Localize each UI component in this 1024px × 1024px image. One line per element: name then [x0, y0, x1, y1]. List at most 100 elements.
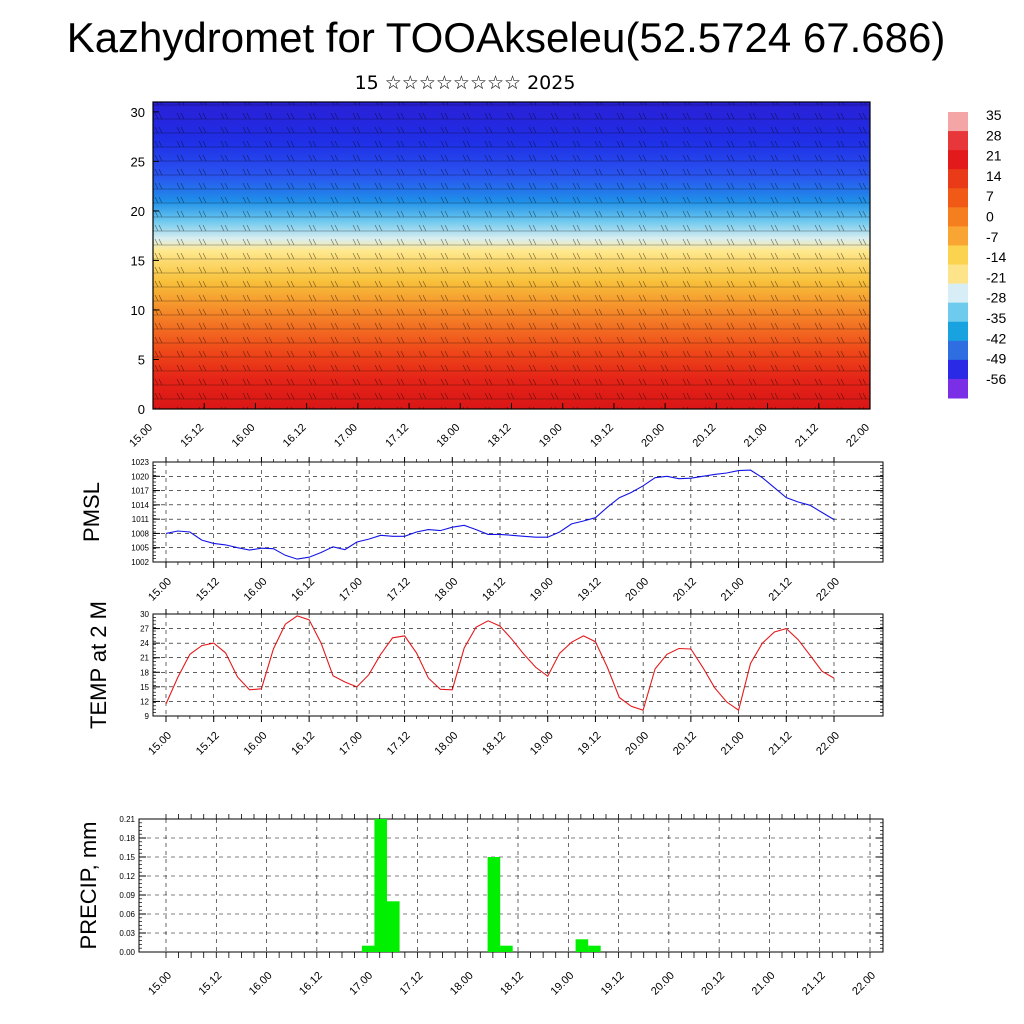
chart-subtitle: 15 ☆☆☆☆☆☆☆☆ 2025	[354, 72, 576, 94]
x-tick-label: 16.12	[289, 576, 317, 604]
y-tick-label: 1005	[131, 544, 149, 553]
x-tick-label: 22.00	[814, 730, 842, 758]
y-tick-label: 0.09	[119, 891, 135, 900]
x-tick-label: 15.12	[178, 422, 206, 450]
y-tick-label: 1002	[131, 558, 149, 567]
y-tick-label: 9	[145, 712, 150, 721]
x-tick-label: 22.00	[814, 576, 842, 604]
colorbar-label: 14	[986, 168, 1002, 184]
x-tick-label: 19.12	[576, 730, 604, 758]
x-tick-label: 17.12	[383, 422, 411, 450]
x-tick-label: 21.12	[800, 970, 828, 998]
x-tick-label: 15.00	[146, 730, 174, 758]
x-tick-label: 16.12	[297, 970, 325, 998]
y-tick-label: 5	[138, 352, 145, 367]
y-tick-label: 30	[140, 610, 149, 619]
x-tick-label: 20.00	[649, 970, 677, 998]
x-tick-label: 15.00	[146, 970, 174, 998]
colorbar-swatch	[948, 359, 968, 380]
x-tick-label: 20.12	[671, 576, 699, 604]
colorbar-swatch	[948, 169, 968, 189]
y-tick-label: 0.15	[119, 853, 135, 862]
precip-bar	[374, 819, 387, 952]
x-tick-label: 21.12	[766, 576, 794, 604]
colorbar-swatch	[948, 378, 968, 399]
y-axis-label: PRECIP, mm	[76, 822, 101, 950]
y-tick-label: 0.21	[119, 815, 135, 824]
x-tick-label: 21.00	[719, 730, 747, 758]
x-tick-label: 15.12	[194, 576, 222, 604]
y-axis-label: PMSL	[79, 482, 104, 542]
x-tick-label: 15.12	[196, 970, 224, 998]
x-tick-label: 19.00	[537, 422, 565, 450]
y-tick-label: 0	[138, 402, 145, 417]
x-tick-label: 17.12	[385, 730, 413, 758]
x-tick-label: 19.00	[548, 970, 576, 998]
x-tick-label: 20.12	[691, 422, 719, 450]
y-tick-label: 20	[131, 204, 145, 219]
x-tick-label: 21.00	[750, 970, 778, 998]
y-tick-label: 0.00	[119, 948, 135, 957]
x-tick-label: 18.12	[486, 422, 514, 450]
colorbar-label: 35	[986, 107, 1002, 123]
colorbar-swatch	[948, 188, 968, 208]
x-tick-label: 22.00	[850, 970, 878, 998]
x-tick-label: 17.12	[398, 970, 426, 998]
x-tick-label: 16.12	[289, 730, 317, 758]
x-tick-label: 20.00	[623, 730, 651, 758]
x-tick-label: 18.12	[480, 576, 508, 604]
x-tick-label: 18.12	[480, 730, 508, 758]
colorbar-label: -42	[986, 330, 1006, 346]
colorbar-label: 28	[986, 127, 1002, 143]
x-tick-label: 19.12	[576, 576, 604, 604]
x-tick-label: 19.12	[599, 970, 627, 998]
x-tick-label: 19.12	[588, 422, 616, 450]
x-tick-label: 19.00	[528, 730, 556, 758]
x-tick-label: 15.00	[127, 422, 155, 450]
y-tick-label: 30	[131, 105, 145, 120]
x-tick-label: 18.12	[498, 970, 526, 998]
precip-bar	[575, 939, 589, 952]
colorbar-swatch	[948, 112, 968, 132]
x-tick-label: 15.00	[146, 576, 174, 604]
colorbar-swatch	[948, 321, 968, 342]
pmsl-panel: 1023 1020 1017 1014 1011 1008 1005 1002 15.00 15.…	[79, 457, 884, 604]
precip-bar	[500, 945, 513, 952]
colorbar-swatch	[948, 283, 968, 304]
y-tick-label: 12	[140, 697, 149, 706]
precip-bar	[588, 945, 601, 952]
x-tick-label: 16.00	[247, 970, 275, 998]
x-tick-label: 17.00	[337, 576, 365, 604]
precip-panel: 0.21 0.18 0.15 0.12 0.09 0.06 0.03 0.00 15.00 15.…	[76, 814, 884, 998]
precip-bar	[387, 901, 400, 952]
x-tick-label: 18.00	[448, 970, 476, 998]
y-tick-label: 1017	[131, 487, 149, 496]
x-tick-label: 16.12	[281, 422, 309, 450]
y-tick-label: 0.06	[119, 910, 135, 919]
colorbar-swatch	[948, 264, 968, 285]
x-tick-label: 16.00	[230, 422, 258, 450]
colorbar-label: 0	[986, 209, 994, 225]
y-tick-label: 1020	[131, 472, 149, 481]
y-tick-label: 25	[131, 154, 145, 169]
y-axis-label: TEMP at 2 M	[86, 601, 111, 729]
y-tick-label: 10	[131, 303, 145, 318]
colorbar-swatch	[948, 150, 968, 170]
x-tick-label: 20.12	[699, 970, 727, 998]
x-tick-label: 18.00	[434, 422, 462, 450]
x-tick-label: 19.00	[528, 576, 556, 604]
colorbar-swatch	[948, 226, 968, 246]
y-tick-label: 15	[131, 253, 145, 268]
cross-section-panel: 0 5 10 15 20 25 30 15.00 15.12 16.00 16.12 17.00 17.…	[127, 101, 872, 450]
x-tick-label: 18.00	[432, 730, 460, 758]
x-tick-label: 22.00	[844, 422, 872, 450]
x-tick-label: 17.00	[332, 422, 360, 450]
y-tick-label: 1011	[132, 515, 150, 524]
x-tick-label: 17.00	[337, 730, 365, 758]
x-tick-label: 21.00	[719, 576, 747, 604]
panel-frame	[138, 818, 884, 953]
colorbar-swatch	[948, 245, 968, 266]
colorbar-label: 7	[986, 188, 994, 204]
chart-title: Kazhydromet for TOOAkseleu(52.5724 67.68…	[66, 14, 946, 61]
